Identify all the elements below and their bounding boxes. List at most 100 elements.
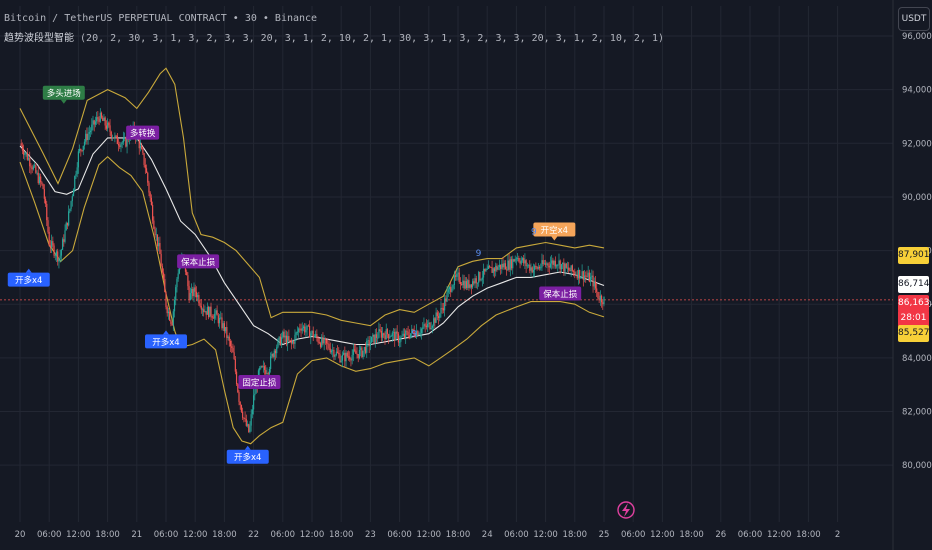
candle-body <box>341 354 344 361</box>
candle-body <box>260 366 262 368</box>
x-tick-label: 12:00 <box>183 530 208 540</box>
candle-body <box>490 267 492 268</box>
candle-body <box>203 309 205 313</box>
candle-body <box>476 282 479 284</box>
candle-body <box>475 278 477 284</box>
x-tick-label: 18:00 <box>563 530 588 540</box>
candle-body <box>417 330 419 336</box>
candle-body <box>381 333 384 338</box>
candle-body <box>574 271 576 275</box>
lightning-icon[interactable] <box>617 501 635 519</box>
candle-body <box>588 272 590 282</box>
candlestick-series <box>20 108 605 434</box>
candle-body <box>357 354 359 359</box>
candle-body <box>86 133 88 141</box>
candle-body <box>439 313 441 318</box>
time-axis[interactable]: 20 06:00 12:00 18:00 21 06:00 12:00 18:00 22 06:0… <box>15 530 841 540</box>
candle-body <box>373 334 375 343</box>
candle-body <box>120 143 122 147</box>
candle-body <box>76 167 78 175</box>
candle-body <box>175 287 177 301</box>
candle-body <box>444 298 446 311</box>
candle-body <box>390 336 392 337</box>
candle-body <box>521 258 524 261</box>
candle-body <box>482 268 485 278</box>
candle-body <box>375 334 378 338</box>
candle-body <box>603 296 605 305</box>
candle-body <box>419 333 421 334</box>
candle-body <box>372 334 374 337</box>
candle-body <box>402 333 404 336</box>
candle-body <box>534 265 536 270</box>
candle-body <box>503 263 505 268</box>
candle-body <box>302 326 305 329</box>
candle-body <box>328 344 330 349</box>
candle-body <box>231 346 233 348</box>
candle-body <box>209 306 211 318</box>
candle-body <box>316 334 318 338</box>
candle-body <box>245 419 247 426</box>
x-tick-label: 18:00 <box>446 530 471 540</box>
candle-body <box>244 418 246 420</box>
candle-body <box>251 409 253 415</box>
candle-body <box>68 211 70 226</box>
candle-body <box>453 275 455 286</box>
signal-pointer <box>551 236 558 241</box>
candle-body <box>282 331 284 338</box>
candle-body <box>144 164 146 169</box>
candle-body <box>504 263 507 270</box>
x-tick-label: 06:00 <box>504 530 529 540</box>
candle-body <box>87 133 89 141</box>
candle-body <box>407 331 409 336</box>
last-price-tag: 86,163.1 <box>898 295 932 312</box>
candle-body <box>204 311 206 313</box>
candle-body <box>462 280 464 286</box>
candle-body <box>177 273 179 279</box>
candle-body <box>374 334 376 343</box>
candle-body <box>299 328 301 330</box>
candle-body <box>592 275 594 287</box>
candle-body <box>88 132 90 134</box>
candle-body <box>368 340 370 347</box>
candle-body <box>405 330 407 338</box>
candle-body <box>602 302 604 305</box>
indicator-name: 趋势波段型智能 <box>4 33 74 44</box>
candle-body <box>555 265 558 267</box>
currency-button[interactable]: USDT <box>898 7 930 31</box>
indicator-legend[interactable]: 趋势波段型智能 (20, 2, 30, 3, 1, 3, 2, 3, 3, 20… <box>4 29 664 44</box>
candle-body <box>122 138 125 143</box>
candle-body <box>44 198 47 204</box>
candle-body <box>394 331 396 341</box>
candle-body <box>105 125 107 129</box>
candle-body <box>46 203 48 221</box>
candle-body <box>273 350 275 358</box>
candle-body <box>270 356 272 369</box>
candle-body <box>441 307 443 309</box>
candle-body <box>369 342 371 347</box>
candle-body <box>310 333 312 338</box>
candle-body <box>491 267 493 273</box>
candle-body <box>451 288 453 292</box>
candle-body <box>66 222 69 226</box>
x-tick-label: 23 <box>365 530 376 540</box>
x-tick-label: 06:00 <box>387 530 412 540</box>
x-tick-label: 21 <box>131 530 142 540</box>
candle-body <box>510 259 513 269</box>
candle-body <box>333 349 335 357</box>
candle-body <box>386 329 389 335</box>
candle-body <box>391 332 393 337</box>
candle-body <box>278 336 280 340</box>
candle-body <box>566 267 569 269</box>
y-tick-label: 96,000.0 <box>902 32 932 42</box>
candle-body <box>150 197 152 205</box>
candle-body <box>188 286 190 300</box>
candle-body <box>436 312 438 317</box>
signal-label-box <box>238 375 281 390</box>
candle-body <box>121 142 123 144</box>
candle-body <box>64 230 66 242</box>
candle-body <box>416 330 418 337</box>
candle-body <box>457 272 459 274</box>
candle-body <box>305 329 307 333</box>
candle-body <box>306 325 308 330</box>
